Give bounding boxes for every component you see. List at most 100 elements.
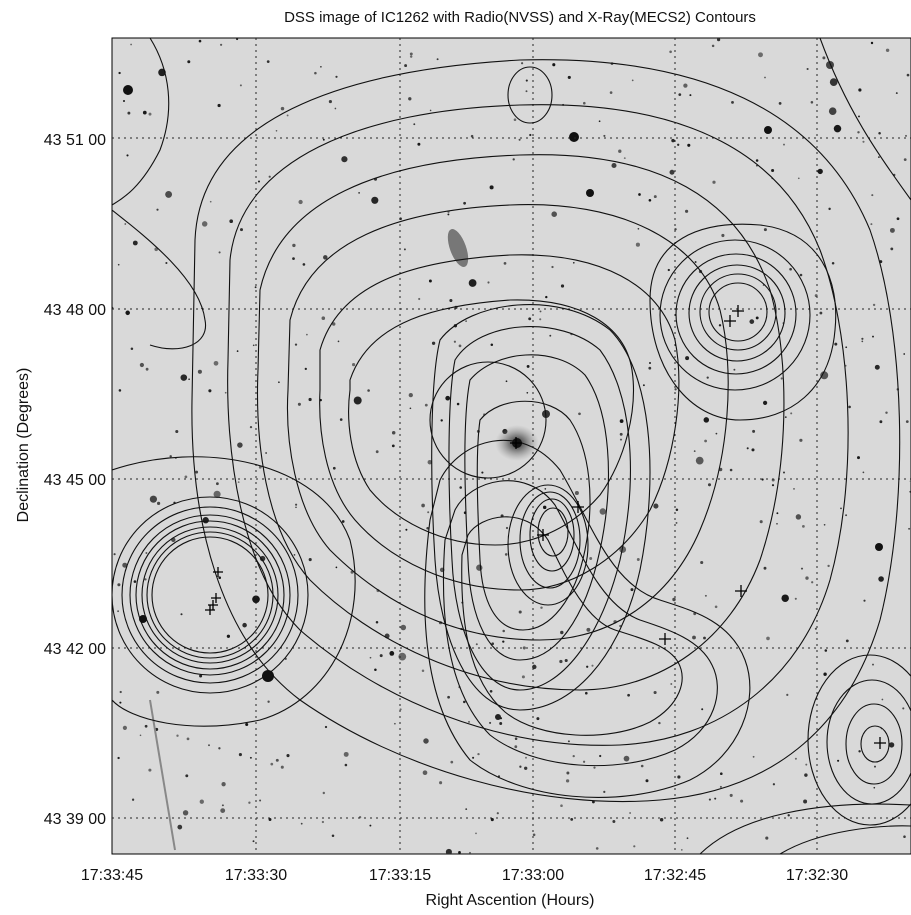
star [475, 643, 478, 646]
star [811, 581, 814, 584]
star [840, 507, 842, 510]
star [635, 242, 640, 247]
star [763, 566, 767, 570]
star [280, 765, 284, 769]
star [130, 347, 134, 350]
star [873, 786, 876, 789]
star [804, 773, 808, 777]
cross-marker [724, 315, 736, 327]
star [229, 219, 234, 224]
radio-br-3 [845, 703, 903, 785]
star [525, 79, 528, 82]
star [519, 765, 522, 768]
star [463, 700, 466, 704]
radio-contour-tr5 [708, 282, 768, 342]
star [820, 371, 829, 380]
star [148, 112, 152, 116]
star [295, 503, 298, 506]
star [513, 118, 517, 121]
star [182, 810, 189, 816]
star [201, 221, 208, 227]
star [539, 310, 542, 313]
star [177, 824, 183, 830]
star [526, 364, 530, 368]
star [874, 364, 880, 370]
star [675, 508, 679, 511]
y-tick-label: 43 42 00 [44, 641, 106, 658]
star [465, 320, 467, 322]
star [731, 100, 734, 104]
star [572, 754, 575, 758]
star [797, 177, 800, 180]
star [165, 190, 173, 198]
star [139, 362, 144, 368]
star [805, 576, 809, 580]
star [858, 750, 861, 753]
radio-contour-l [429, 361, 547, 479]
star [789, 267, 792, 271]
star [499, 722, 503, 725]
radio-left-8 [112, 456, 356, 727]
star [599, 508, 607, 515]
star [862, 471, 865, 474]
star [331, 834, 335, 838]
star [417, 142, 421, 146]
star [237, 442, 243, 448]
star [324, 725, 328, 729]
star [491, 642, 495, 646]
star [421, 503, 425, 508]
star [619, 438, 623, 441]
star [640, 764, 644, 768]
xray-contour-4 [286, 204, 729, 641]
star [667, 268, 670, 272]
star [623, 157, 626, 160]
star [524, 766, 528, 770]
star [878, 132, 881, 135]
star [683, 83, 688, 88]
star [704, 594, 707, 597]
star [586, 665, 589, 668]
star [525, 90, 528, 93]
star [619, 624, 622, 628]
star [490, 343, 494, 347]
star [695, 456, 704, 465]
star [369, 656, 372, 659]
star [447, 213, 450, 216]
star [472, 756, 475, 759]
star [783, 471, 785, 474]
star [156, 208, 159, 211]
star [331, 322, 336, 326]
star [408, 97, 412, 101]
star [878, 156, 880, 158]
xray-contour-2 [227, 104, 849, 746]
star [627, 693, 630, 697]
star [199, 674, 203, 678]
x-tick-label: 17:33:30 [225, 867, 287, 884]
star [353, 396, 362, 405]
star [265, 452, 267, 454]
star [778, 102, 782, 105]
star [248, 801, 251, 804]
star [503, 262, 507, 265]
star [559, 659, 563, 664]
y-axis-label: Declination (Degrees) [15, 368, 32, 523]
star [431, 341, 436, 345]
star [169, 455, 172, 458]
star [694, 261, 697, 263]
star [117, 610, 119, 613]
star [304, 367, 307, 371]
star [539, 318, 542, 321]
star [130, 43, 132, 46]
star [259, 799, 262, 802]
star [521, 62, 524, 65]
xray-contour-3 [256, 154, 785, 691]
radio-br-4 [860, 725, 890, 763]
star [526, 391, 529, 394]
star [814, 627, 817, 630]
star [252, 840, 255, 843]
star [292, 243, 296, 248]
xray-contour-5 [319, 254, 680, 591]
star [436, 58, 439, 61]
star [905, 134, 907, 137]
star [908, 527, 911, 530]
